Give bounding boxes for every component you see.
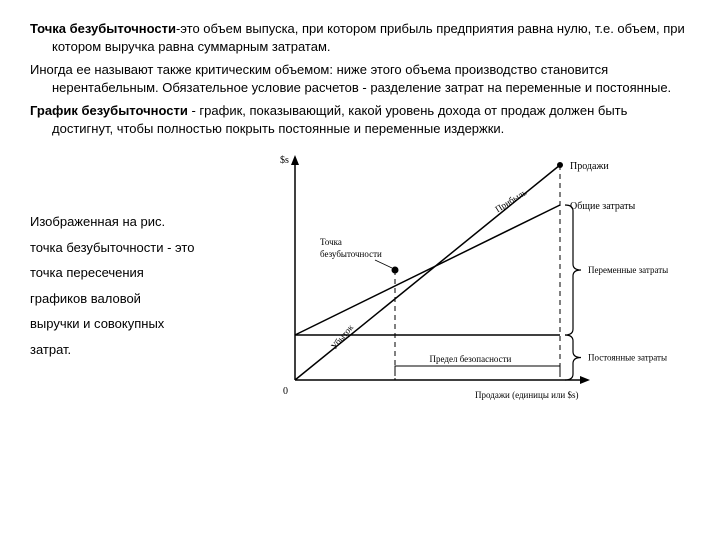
svg-text:Продажи (единицы или $s): Продажи (единицы или $s) (475, 390, 579, 400)
caption-line-6: затрат. (30, 341, 220, 359)
paragraph-2: Иногда ее называют также критическим объ… (30, 61, 690, 96)
svg-text:безубыточности: безубыточности (320, 249, 382, 259)
caption-line-3: точка пересечения (30, 264, 220, 282)
svg-text:Точка: Точка (320, 237, 342, 247)
caption-line-5: выручки и совокупных (30, 315, 220, 333)
svg-text:Продажи: Продажи (570, 161, 609, 172)
svg-text:Предел безопасности: Предел безопасности (430, 354, 512, 364)
svg-text:Убыток: Убыток (329, 322, 356, 351)
breakeven-chart: $s 0 Продажи Общие затраты Точка безубыточнос… (220, 145, 690, 425)
caption-line-4: графиков валовой (30, 290, 220, 308)
svg-text:Постоянные затраты: Постоянные затраты (588, 353, 667, 363)
caption-line-2: точка безубыточности - это (30, 239, 220, 257)
lower-section: Изображенная на рис. точка безубыточност… (30, 145, 690, 425)
svg-text:Переменные затраты: Переменные затраты (588, 265, 668, 275)
svg-text:Прибыль: Прибыль (493, 187, 528, 214)
left-caption: Изображенная на рис. точка безубыточност… (30, 145, 220, 425)
term-breakeven-point: Точка безубыточности (30, 21, 176, 36)
svg-text:0: 0 (283, 386, 288, 397)
paragraph-1: Точка безубыточности-это объем выпуска, … (30, 20, 690, 55)
svg-text:$s: $s (280, 155, 289, 166)
paragraph-3: График безубыточности - график, показыва… (30, 102, 690, 137)
caption-line-1: Изображенная на рис. (30, 213, 220, 231)
svg-text:Общие затраты: Общие затраты (570, 201, 635, 212)
term-breakeven-chart: График безубыточности (30, 103, 188, 118)
